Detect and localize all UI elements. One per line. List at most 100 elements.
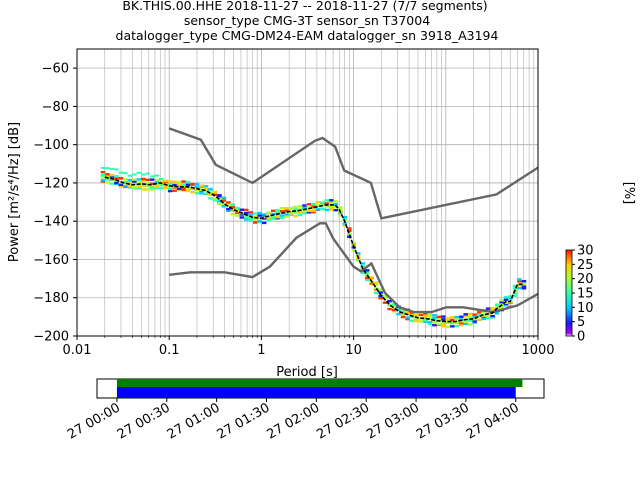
psd-cell [199, 184, 204, 187]
psd-cell [521, 282, 527, 286]
psd-cell [105, 178, 110, 181]
psd-cell [409, 315, 415, 319]
psd-cell [132, 180, 137, 183]
psd-cell [114, 181, 119, 185]
psd-cell [167, 183, 173, 186]
psd-cell [163, 179, 168, 183]
x-tick-label: 100 [433, 343, 458, 358]
psd-cell [369, 276, 374, 279]
psd-cell [521, 280, 527, 283]
psd-cell [275, 209, 280, 212]
psd-cell [105, 181, 110, 184]
psd-cell [154, 180, 159, 184]
psd-cell [154, 185, 159, 188]
psd-cell [521, 285, 527, 288]
psd-mean-curve [104, 176, 524, 323]
psd-cell [132, 173, 137, 176]
psd-cell [141, 188, 146, 191]
psd-cell [459, 318, 464, 321]
psd-cell [467, 323, 473, 326]
timeline-tick-label: 27 04:00 [464, 400, 522, 442]
psd-cell [158, 177, 164, 181]
psd-cell [297, 205, 303, 208]
psd-cell [324, 202, 330, 205]
psd-cell [467, 319, 473, 323]
psd-cell [203, 185, 209, 188]
psd-cell [342, 215, 348, 219]
psd-cell [158, 183, 164, 187]
psd-cell [338, 206, 343, 209]
psd-cell [141, 183, 146, 187]
psd-cell [114, 168, 119, 171]
psd-cell [302, 204, 307, 207]
psd-cell [163, 184, 168, 188]
psd-cell [149, 175, 155, 178]
colorbar-tick-label: 30 [577, 244, 594, 259]
psd-cell [230, 212, 236, 216]
psd-cell [311, 206, 316, 210]
nhnm-curve [168, 127, 538, 220]
psd-cell [212, 193, 218, 196]
psd-cell [454, 315, 460, 319]
psd-cell [329, 199, 334, 202]
psd-cell [436, 317, 442, 321]
y-tick-label: −60 [42, 62, 69, 77]
psd-cell [217, 202, 222, 206]
psd-cell [100, 166, 106, 169]
psd-cell [503, 304, 509, 307]
psd-cell [190, 182, 195, 186]
psd-cell [221, 199, 227, 202]
psd-cell [324, 199, 330, 202]
colorbar-tick-label: 5 [577, 315, 585, 330]
psd-cell [436, 322, 442, 326]
psd-cell [114, 175, 119, 178]
psd-cell [136, 185, 142, 188]
psd-cell [109, 182, 115, 185]
psd-cell [270, 212, 276, 216]
psd-cell [266, 216, 271, 220]
psd-cell [315, 200, 321, 204]
psd-cell [472, 315, 477, 318]
psd-cell [450, 325, 455, 328]
colorbar-label: [%] [621, 182, 636, 205]
x-axis-label: Period [s] [276, 365, 338, 380]
psd-cell [391, 308, 397, 312]
psd-cell [302, 206, 307, 210]
colorbar-tick-label: 10 [577, 301, 594, 316]
psd-cell [275, 211, 280, 215]
chart-title-line-3: datalogger_type CMG-DM24-EAM datalogger_… [116, 28, 499, 43]
psd-cell [123, 182, 128, 185]
psd-cell [293, 208, 298, 211]
psd-cell [194, 182, 200, 186]
psd-cell [261, 215, 267, 219]
psd-cell [400, 312, 406, 315]
timeline-tick-label: 27 03:00 [364, 400, 422, 442]
psd-cell [400, 310, 406, 313]
psd-cell [208, 197, 213, 200]
psd-cell [472, 317, 477, 321]
psd-cell [172, 189, 177, 192]
psd-cell [320, 207, 325, 210]
psd-cell [279, 214, 285, 217]
psd-cell [123, 178, 128, 181]
colorbar-tick-label: 0 [577, 330, 585, 345]
psd-cell [221, 204, 227, 208]
psd-cell [235, 206, 240, 210]
psd-cell [270, 209, 276, 213]
psd-cell [118, 171, 124, 174]
psd-cell [467, 317, 473, 320]
psd-cell [194, 185, 200, 188]
psd-cell [463, 313, 468, 316]
psd-cell [127, 183, 133, 186]
psd-cell [154, 178, 159, 182]
psd-cell [123, 180, 128, 184]
psd-cell [450, 316, 455, 319]
psd-cell [100, 173, 106, 177]
psd-cell [409, 319, 415, 322]
psd-cell [347, 232, 352, 235]
psd-cell [396, 312, 401, 316]
psd-cell [463, 320, 468, 324]
psd-cell [360, 265, 365, 268]
